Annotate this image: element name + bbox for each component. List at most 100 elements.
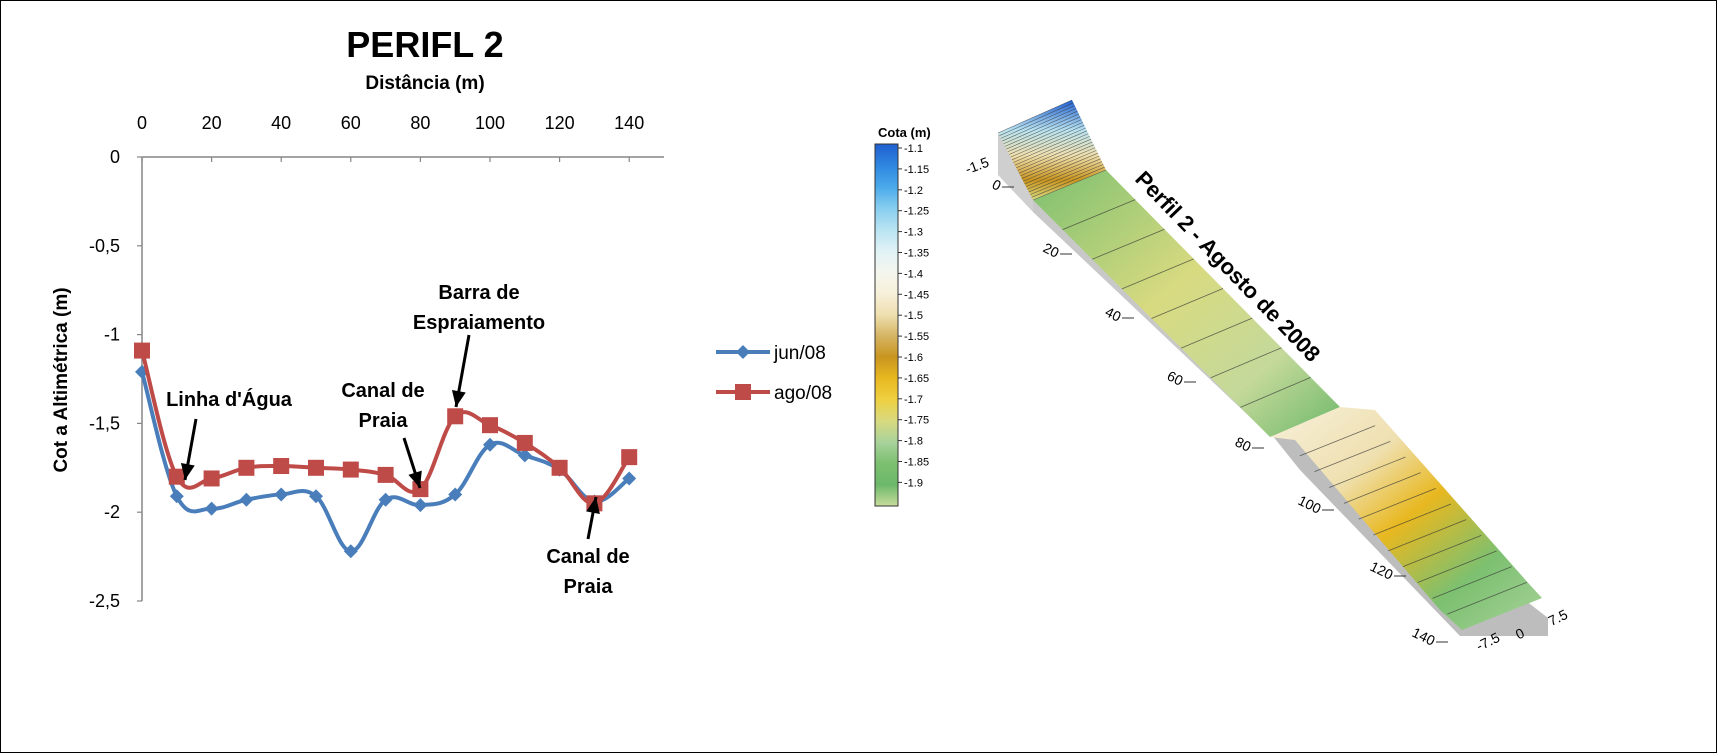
colorbar-tick-label: -1.7 (904, 394, 923, 406)
contour-line (1031, 166, 1105, 198)
annotation-text: Praia (564, 576, 614, 598)
data-point-marker (168, 468, 185, 485)
y-tick-label: -2,5 (89, 591, 120, 611)
x-axis-label: Distância (m) (365, 73, 484, 94)
annotation-text: Canal de (341, 380, 424, 402)
contour-line (1013, 130, 1088, 163)
colorbar-tick-label: -1.55 (904, 331, 929, 343)
data-point-marker (238, 459, 255, 476)
contour-line (1432, 566, 1512, 599)
surface-y-tick-label: 140 (1410, 624, 1438, 649)
contour-line (1092, 228, 1165, 260)
contour-line (1062, 199, 1136, 230)
data-point-marker (413, 498, 428, 513)
x-tick-label: 140 (614, 113, 644, 133)
data-point-marker (169, 489, 184, 504)
contour-line (997, 99, 1073, 134)
contour-line (1011, 127, 1086, 161)
surface-y-tick-label: 80 (1233, 433, 1254, 454)
colorbar-tick-label: -1.6 (904, 352, 923, 364)
surface-z-tick-label: -1.5 (963, 154, 991, 177)
legend-label: jun/08 (773, 343, 826, 364)
contour-line (1329, 456, 1406, 488)
x-tick-label: 40 (271, 113, 291, 133)
data-point-marker (134, 342, 150, 359)
y-tick-label: -0,5 (89, 236, 120, 256)
contour-line (1003, 110, 1078, 144)
contour-line (1020, 144, 1094, 177)
surface-plot (997, 99, 1548, 636)
x-tick-label: 120 (545, 113, 575, 133)
surface-x-tick-label: 7.5 (1546, 606, 1571, 629)
contour-line (1030, 164, 1104, 195)
data-point-marker (621, 449, 638, 466)
contour-line (1121, 258, 1194, 290)
data-point-marker (203, 470, 220, 487)
contour-line (1028, 161, 1103, 193)
data-point-marker (448, 487, 463, 502)
contour-line (1032, 169, 1107, 201)
data-point-marker (204, 501, 219, 516)
contour-line (1314, 440, 1391, 473)
contour-line (1009, 122, 1083, 155)
surface-y-tick-label: 20 (1041, 239, 1062, 260)
surface-y-tick-label: 60 (1165, 367, 1186, 388)
colorbar-tick-label: -1.35 (904, 248, 929, 260)
colorbar-tick-label: -1.5 (904, 310, 923, 322)
contour-line (1447, 581, 1527, 615)
colorbar-tick-label: -1.85 (904, 457, 929, 469)
annotation-text: Praia (359, 410, 409, 432)
x-tick-label: 80 (410, 113, 430, 133)
contour-line (1299, 425, 1376, 457)
data-point-marker (274, 487, 289, 502)
contour-line (1358, 487, 1436, 520)
contour-line (1004, 113, 1079, 147)
annotation-arrowhead (451, 390, 466, 407)
contour-line (1027, 158, 1101, 190)
contour-line (1000, 105, 1075, 139)
y-tick-label: -2 (104, 502, 120, 522)
data-point-marker (378, 492, 393, 507)
data-point-marker (273, 458, 290, 475)
data-point-marker (516, 434, 533, 451)
surface-top-segment (998, 100, 1106, 200)
contour-line (999, 102, 1074, 136)
contour-line (1417, 550, 1497, 583)
annotation-text: Barra de (438, 282, 519, 304)
colorbar-tick-label: -1.8 (904, 436, 923, 448)
colorbar-tick-label: -1.65 (904, 373, 929, 385)
data-point-marker (551, 459, 568, 476)
contour-line (1021, 147, 1096, 179)
surface-side-wall-a (998, 133, 1033, 212)
contour-line (1210, 347, 1282, 379)
surface-y-tick-label: 100 (1296, 492, 1324, 517)
x-tick-label: 60 (341, 113, 361, 133)
surface-y-tick-label: 40 (1103, 303, 1124, 324)
y-tick-label: -1,5 (89, 413, 120, 433)
data-point-marker (308, 459, 324, 476)
colorbar-tick-label: -1.4 (904, 268, 923, 280)
y-axis-label: Cot a Altimétrica (m) (51, 287, 72, 472)
annotation-text: Linha d'Água (166, 388, 293, 411)
y-tick-label: 0 (110, 147, 120, 167)
surface-y-tick-label: 0 (990, 176, 1004, 194)
chart-title: PERIFL 2 (346, 24, 503, 65)
contour-line (1018, 141, 1093, 174)
contour-line (1016, 136, 1090, 169)
contour-line (1151, 288, 1224, 319)
data-point-marker (412, 481, 429, 498)
data-point-marker (482, 417, 498, 434)
colorbar-tick-label: -1.9 (904, 477, 923, 489)
data-point-marker (239, 492, 254, 507)
annotation-arrowhead (586, 497, 600, 515)
legend-marker (736, 345, 750, 359)
contour-line (1010, 124, 1085, 158)
y-tick-label: -1 (104, 325, 120, 345)
contour-line (1024, 152, 1098, 185)
contour-line (1002, 108, 1077, 142)
contour-line (1014, 133, 1089, 166)
contour-line (1402, 534, 1482, 568)
contour-line (1007, 119, 1082, 153)
